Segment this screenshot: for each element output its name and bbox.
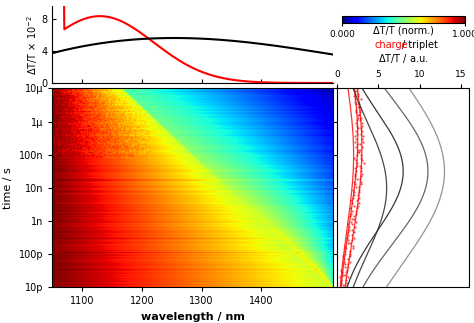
Text: / triplet: / triplet [402,40,438,50]
Text: ΔT/T (norm.): ΔT/T (norm.) [373,26,434,36]
Text: charge: charge [374,40,408,50]
X-axis label: wavelength / nm: wavelength / nm [141,312,245,322]
Y-axis label: $\Delta$T/T $\times$ 10$^{-2}$: $\Delta$T/T $\times$ 10$^{-2}$ [25,15,40,75]
Text: $\Delta$T/T / a.u.: $\Delta$T/T / a.u. [378,52,428,65]
Y-axis label: time / s: time / s [3,167,13,209]
